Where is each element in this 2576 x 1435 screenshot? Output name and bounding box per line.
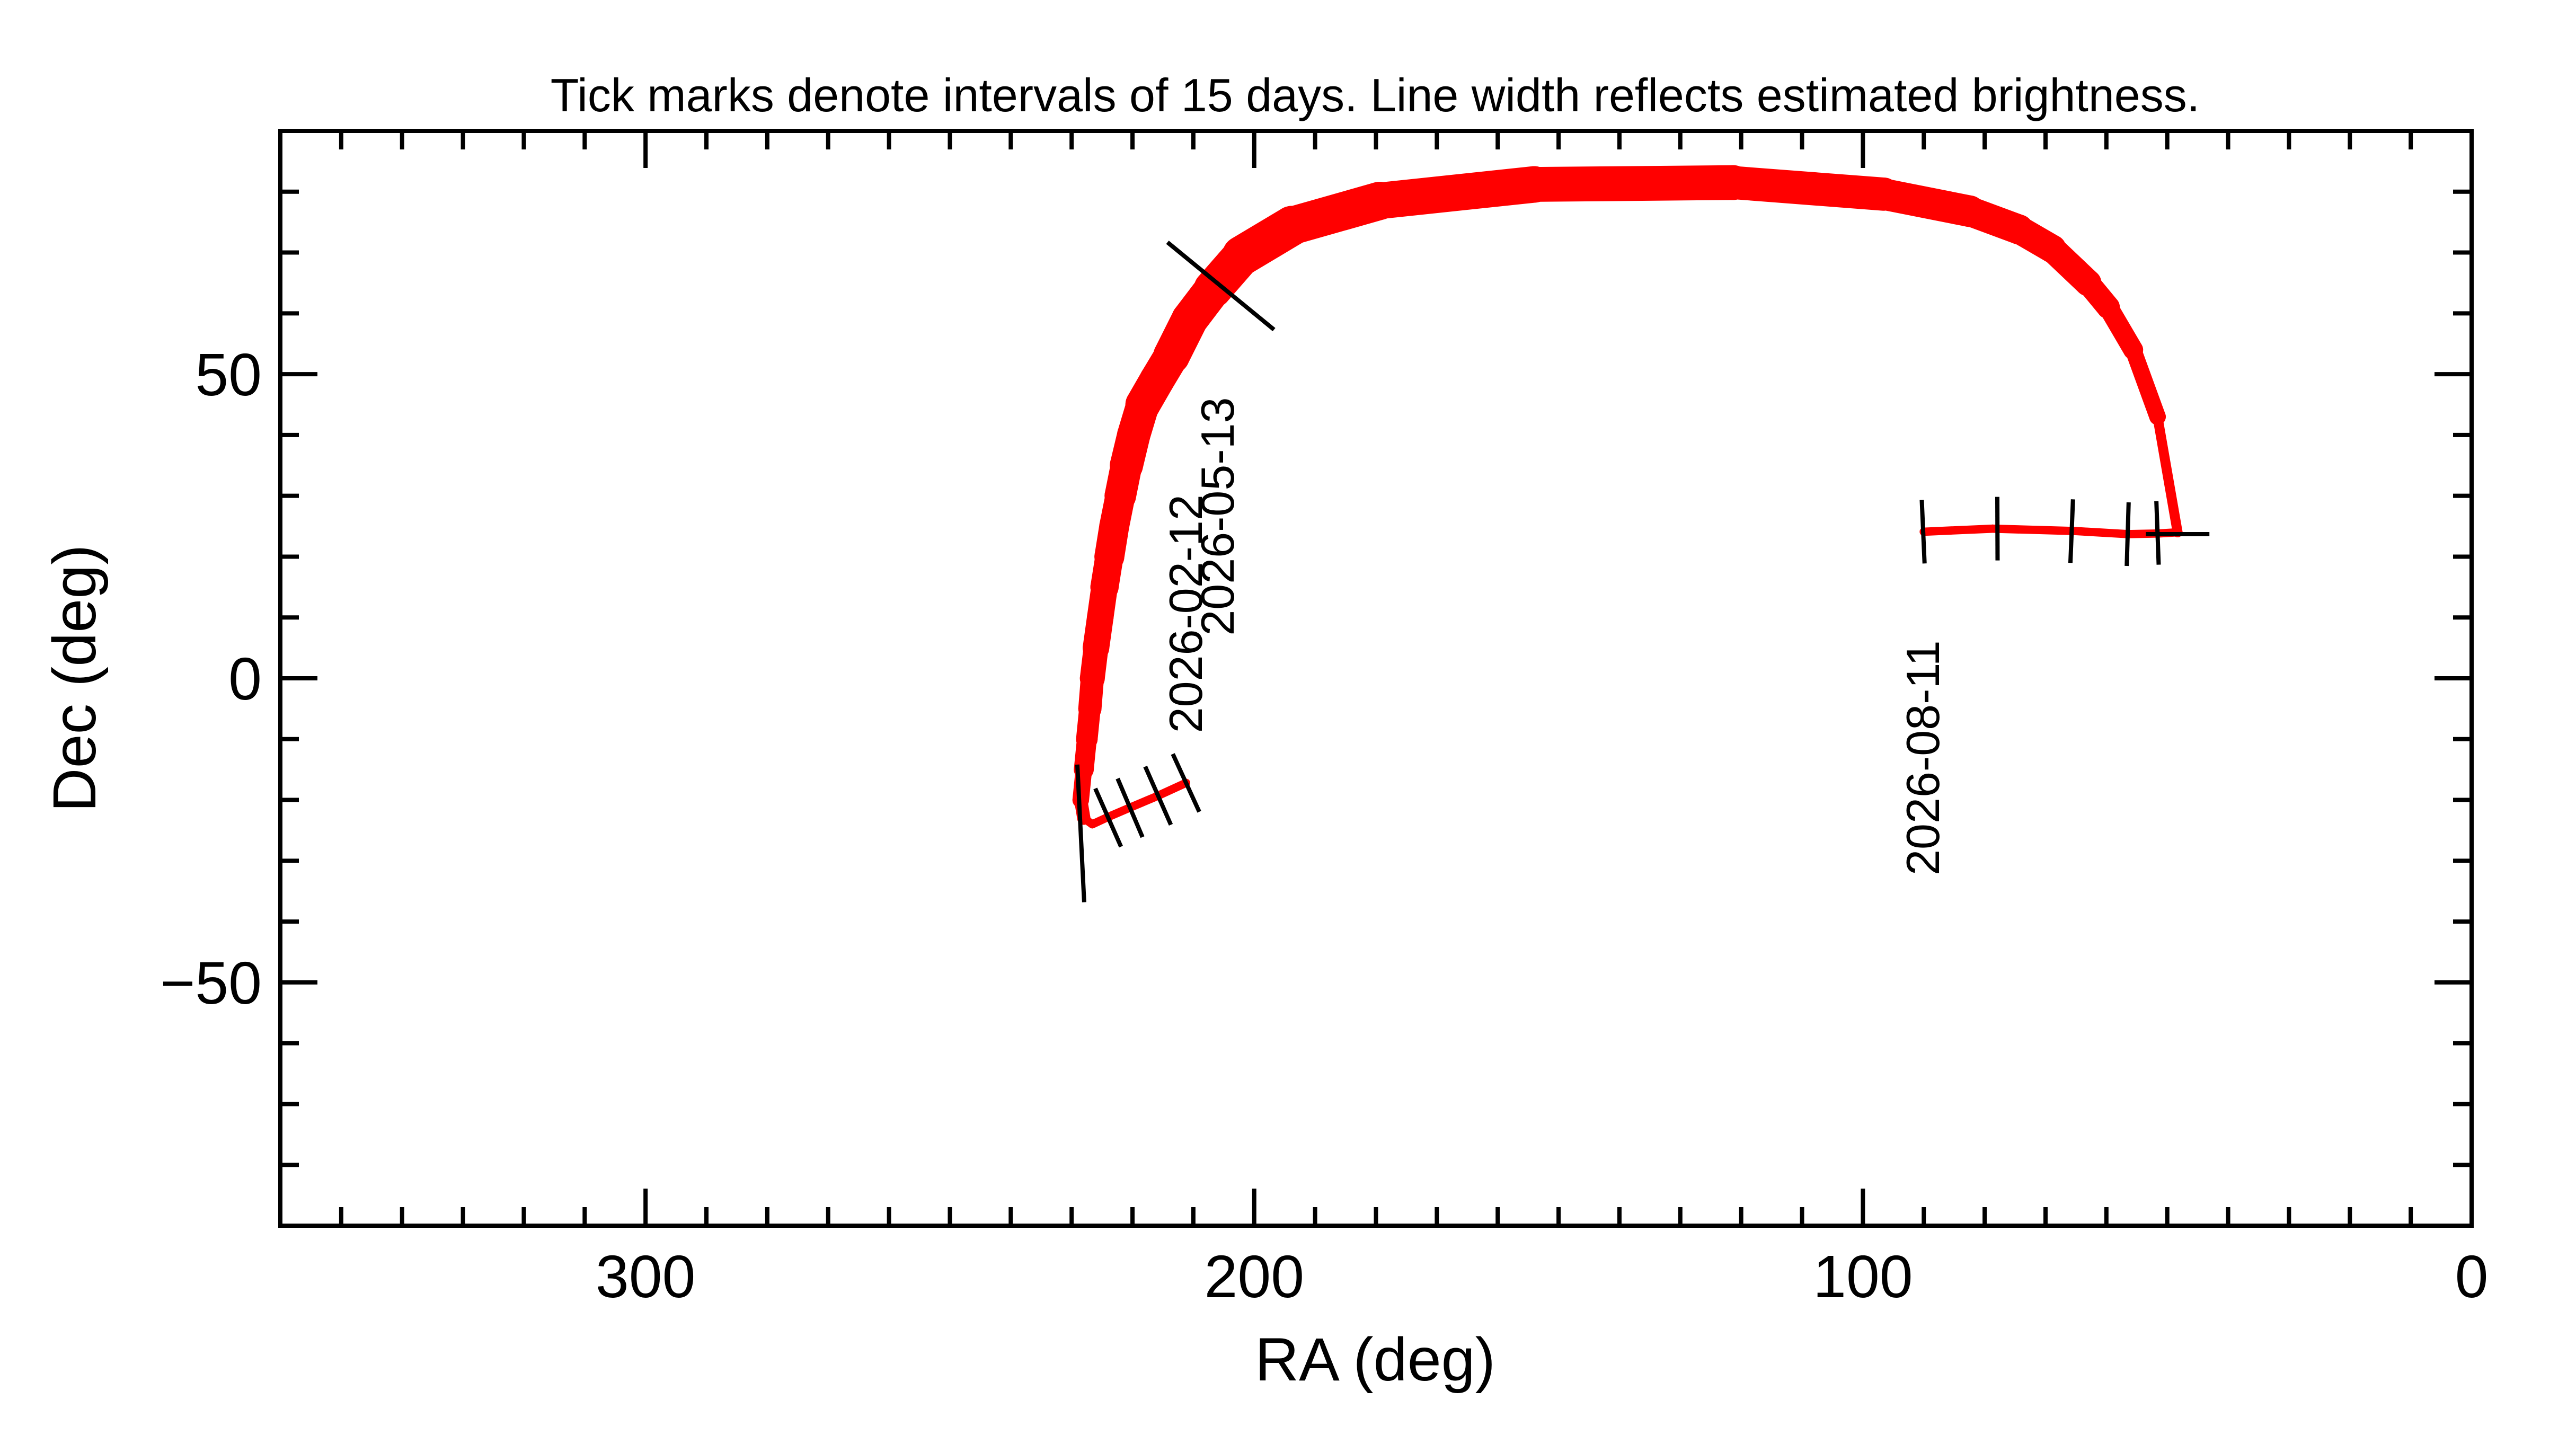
trajectory-point — [1087, 604, 1114, 631]
x-tick-label: 200 — [1205, 1243, 1305, 1310]
trajectory-point — [1079, 666, 1105, 691]
trajectory-segment — [1988, 524, 2081, 536]
trajectory-segment — [1919, 524, 1997, 536]
date-annotation: 2026-05-13 — [1191, 397, 1244, 636]
interval-tick — [1093, 787, 1123, 848]
trajectory-point — [2004, 214, 2034, 245]
date-annotation: 2026-02-12 — [1159, 494, 1212, 733]
trajectory-segment — [1125, 792, 1161, 812]
trajectory-point — [1222, 235, 1262, 276]
x-tick-label: 300 — [596, 1243, 696, 1310]
trajectory-point — [1193, 270, 1232, 308]
trajectory-point — [1516, 166, 1553, 203]
trajectory-point — [2123, 340, 2144, 360]
trajectory-point — [1090, 573, 1119, 601]
chart-title: Tick marks denote intervals of 15 days. … — [551, 69, 2200, 121]
trajectory-segment — [2072, 527, 2132, 538]
interval-tick — [2154, 501, 2161, 565]
interval-tick — [2124, 502, 2131, 566]
trajectory-point — [1083, 634, 1110, 661]
trajectory-segment — [2152, 412, 2183, 537]
x-tick-label: 0 — [2455, 1243, 2489, 1310]
trajectory-segment — [2124, 341, 2166, 426]
interval-tick — [1075, 764, 1086, 902]
trajectory-point — [1088, 820, 1097, 829]
trajectory-point — [1117, 418, 1150, 452]
trajectory-point — [1078, 697, 1102, 721]
trajectory-point — [1867, 178, 1900, 211]
trajectory-point — [2038, 235, 2067, 263]
trajectory-point — [1171, 301, 1208, 338]
trajectory-point — [1153, 338, 1190, 375]
trajectory-segment — [1716, 166, 1900, 211]
trajectory-point — [2075, 269, 2102, 296]
interval-tick — [1171, 753, 1201, 813]
trajectory-point — [1076, 728, 1098, 750]
date-annotation: 2026-08-11 — [1897, 640, 1949, 875]
trajectory-point — [1094, 542, 1125, 572]
y-tick-label: 50 — [195, 341, 262, 408]
interval-tick — [1166, 241, 1276, 332]
interval-tick — [2068, 499, 2075, 563]
x-tick-label: 100 — [1813, 1243, 1913, 1310]
interval-tick — [1143, 766, 1173, 826]
x-axis-label: RA (deg) — [1255, 1326, 1495, 1394]
trajectory-segment — [1153, 778, 1190, 801]
trajectory-point — [2096, 295, 2120, 319]
trajectory-point — [2149, 408, 2166, 426]
trajectory-point — [1272, 206, 1312, 246]
trajectory-point — [1104, 480, 1136, 512]
y-tick-label: 0 — [228, 645, 262, 712]
trajectory-point — [1099, 511, 1129, 542]
interval-tick — [1116, 777, 1145, 838]
trajectory-segment — [1517, 165, 1751, 202]
trajectory-point — [1360, 181, 1399, 220]
interval-tick — [1919, 500, 1927, 564]
trajectory-segment — [1361, 166, 1553, 219]
y-tick-label: −50 — [160, 950, 262, 1016]
trajectory-point — [1953, 195, 1986, 227]
trajectory-point — [1988, 524, 1997, 533]
trajectory-point — [1110, 448, 1143, 482]
y-axis-label: Dec (deg) — [41, 545, 109, 812]
trajectory-point — [1715, 165, 1751, 200]
